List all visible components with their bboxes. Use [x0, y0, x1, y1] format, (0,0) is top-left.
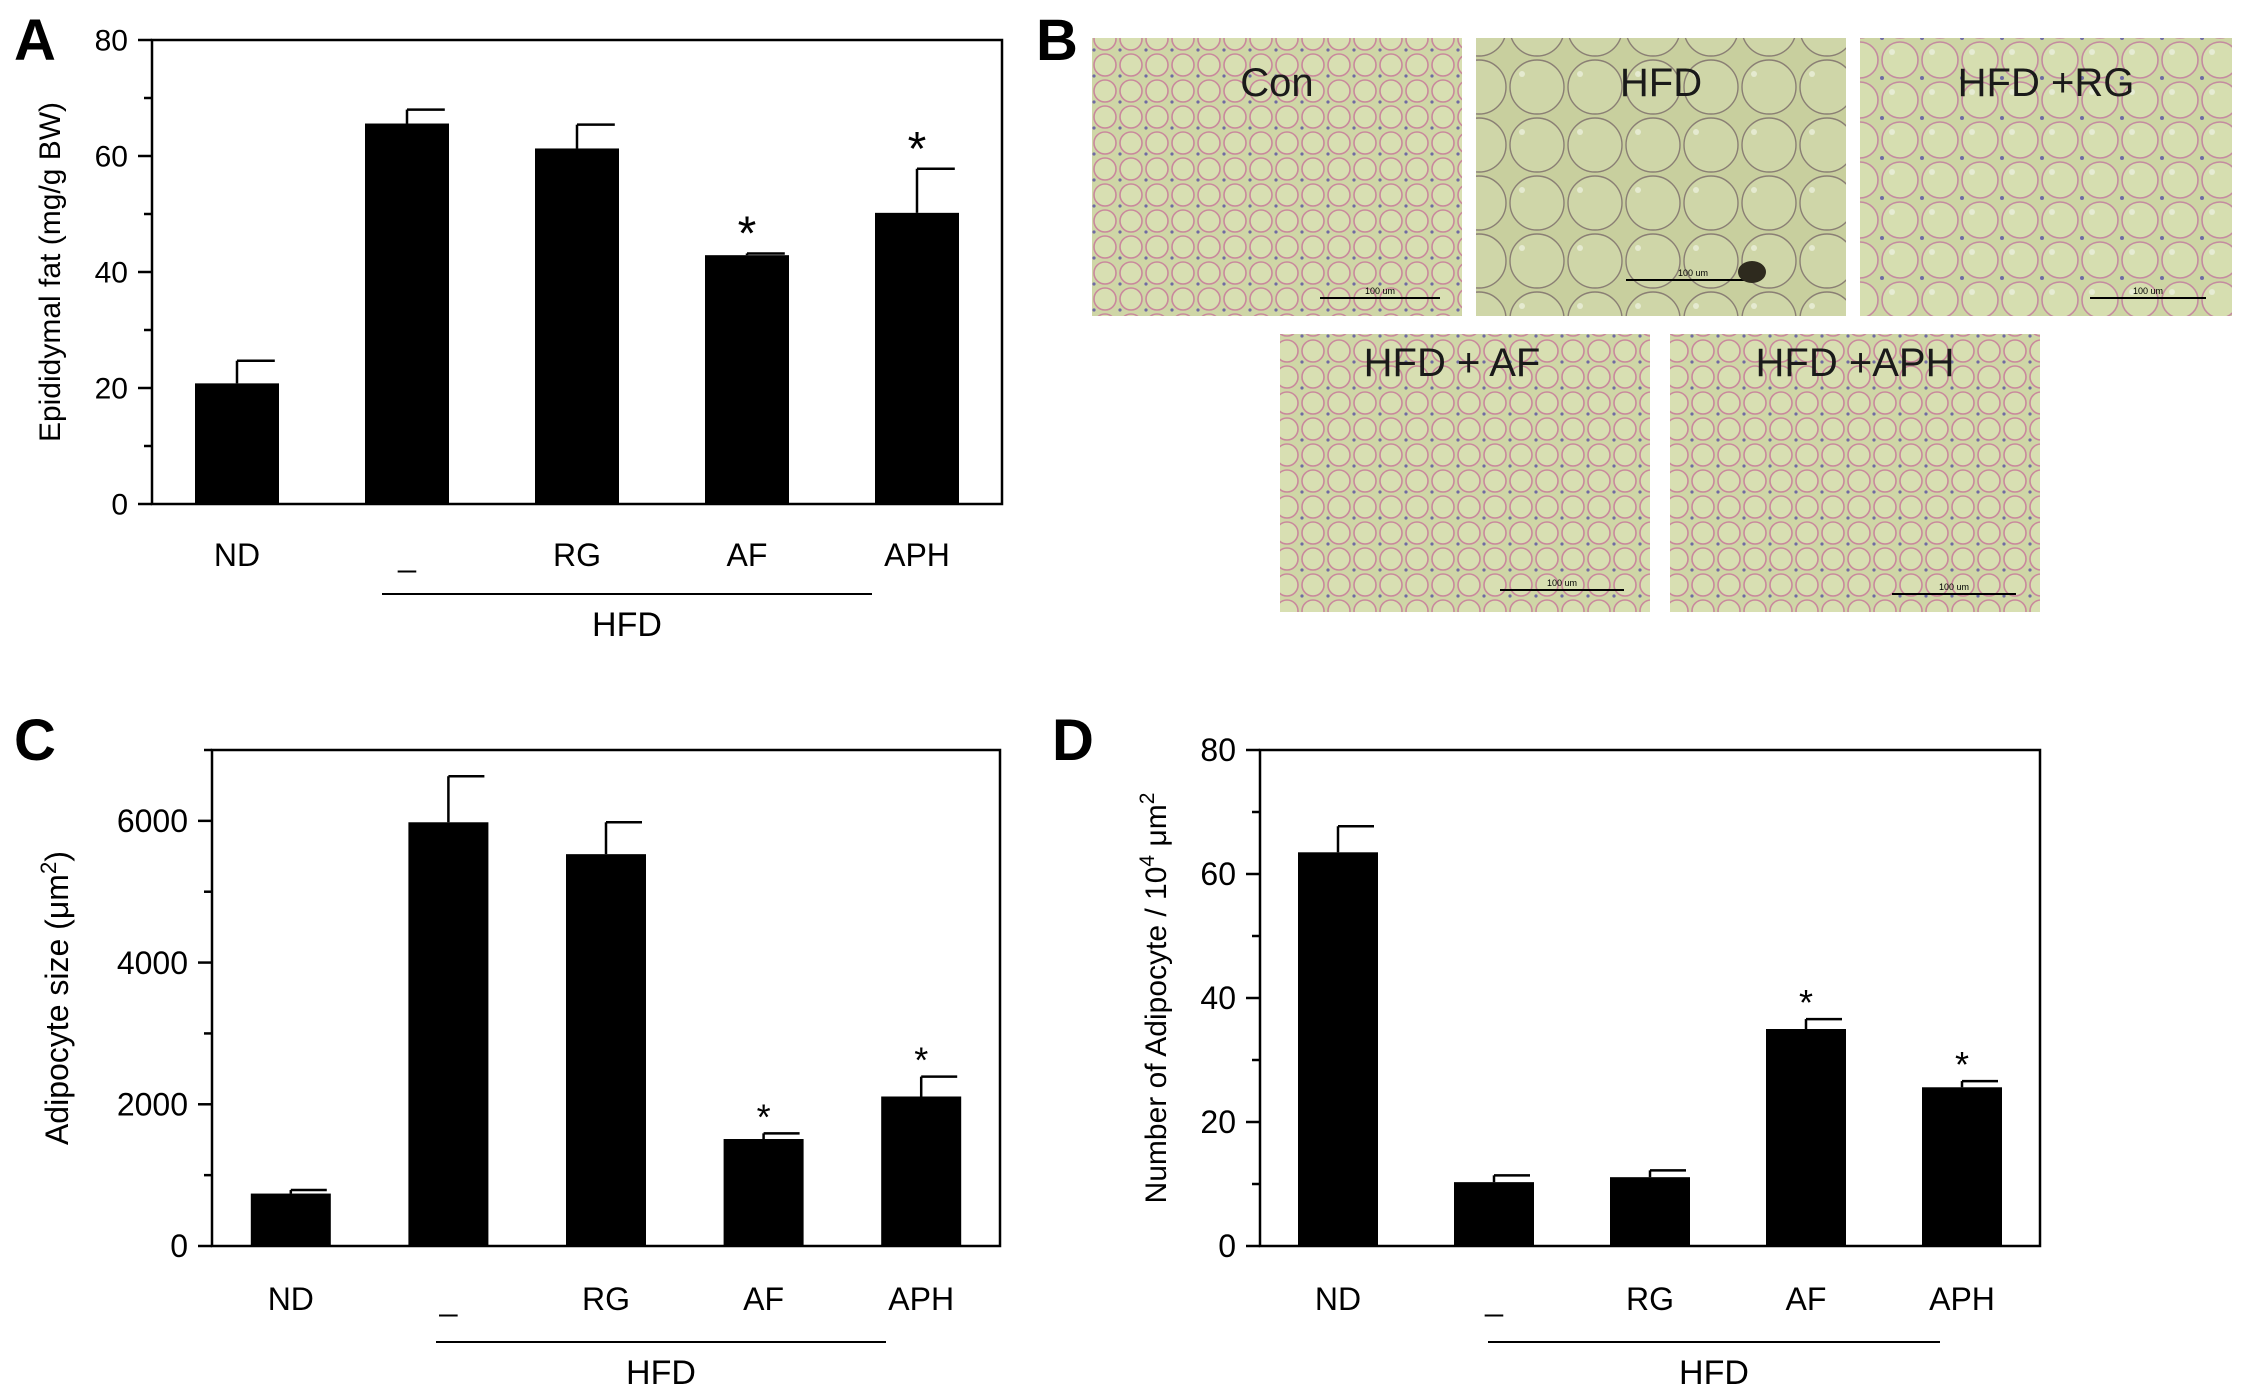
micrograph-hfd-aph: HFD +APH 100 um	[1670, 334, 2040, 612]
y-axis-label-text: μm	[1140, 804, 1173, 855]
significance-marker: *	[914, 1040, 928, 1081]
bar	[195, 383, 279, 504]
bar	[365, 123, 449, 505]
y-tick-label: 2000	[117, 1086, 188, 1122]
micrograph-label-hfd-af: HFD + AF	[1364, 341, 1541, 385]
y-tick-label: 0	[111, 489, 128, 522]
bar	[1298, 852, 1378, 1246]
scale-bar-text: 100 um	[1547, 578, 1577, 588]
bar	[535, 148, 619, 504]
bar	[250, 1193, 331, 1246]
category-label: RG	[553, 537, 601, 573]
bar	[1922, 1087, 2002, 1246]
significance-marker: *	[908, 123, 927, 176]
scale-bar-text: 100 um	[1365, 286, 1395, 296]
bar	[1610, 1177, 1690, 1246]
y-tick-label: 40	[1200, 980, 1236, 1016]
significance-marker: *	[1955, 1044, 1969, 1085]
bar	[1766, 1029, 1846, 1246]
panel-label-b: B	[1036, 8, 1078, 73]
micrograph-con: Con 100 um	[1092, 38, 1462, 316]
y-tick-label: 0	[170, 1228, 188, 1264]
bar	[408, 822, 489, 1246]
micrograph-label-hfd-rg: HFD +RG	[1958, 61, 2135, 105]
category-label: APH	[1929, 1281, 1995, 1317]
panel-label-a: A	[14, 8, 56, 73]
y-tick-label: 80	[95, 25, 128, 58]
category-label: AF	[727, 537, 768, 573]
chart-adipocyte-size: 0 2000 4000 6000 Adipocyte size (μm2) ND _ RG * A…	[36, 748, 1002, 1392]
y-tick-label: 6000	[117, 803, 188, 839]
category-label: _	[397, 537, 417, 573]
y-axis-label: Adipocyte size (μm2)	[36, 851, 75, 1145]
y-tick-label: 0	[1218, 1228, 1236, 1264]
y-axis-label-superscript: 4	[1136, 855, 1159, 867]
micrograph-hfd: HFD 100 um	[1476, 38, 1846, 316]
y-tick-label: 40	[95, 257, 128, 290]
significance-marker: *	[1799, 982, 1813, 1023]
bar	[566, 854, 646, 1246]
y-tick-label: 20	[95, 373, 128, 406]
category-label: _	[1484, 1281, 1504, 1317]
panel-label-d: D	[1052, 708, 1094, 773]
y-tick-label: 4000	[117, 945, 188, 981]
category-label: ND	[268, 1281, 314, 1317]
y-tick-label: 60	[95, 141, 128, 174]
category-label: ND	[214, 537, 260, 573]
category-label: APH	[884, 537, 950, 573]
micrograph-hfd-rg: HFD +RG 100 um	[1860, 38, 2232, 316]
y-axis-label-text: Adipocyte size (μm	[39, 874, 75, 1145]
micrograph-hfd-af: HFD + AF 100 um	[1280, 334, 1650, 612]
y-axis-label-text: )	[39, 851, 75, 862]
bar	[723, 1139, 804, 1246]
category-label: AF	[1786, 1281, 1827, 1317]
y-axis-label-superscript: 2	[36, 862, 61, 874]
category-label: _	[439, 1281, 459, 1317]
y-tick-label: 60	[1200, 856, 1236, 892]
category-label: ND	[1315, 1281, 1361, 1317]
micrograph-label-hfd: HFD	[1620, 61, 1702, 105]
group-label: HFD	[626, 1354, 696, 1392]
y-axis-label: Epididymal fat (mg/g BW)	[34, 102, 67, 442]
group-label: HFD	[1679, 1354, 1749, 1392]
y-tick-label: 20	[1200, 1104, 1236, 1140]
category-label: RG	[1626, 1281, 1674, 1317]
category-label: APH	[888, 1281, 954, 1317]
micrograph-label-hfd-aph: HFD +APH	[1756, 341, 1955, 385]
bar	[705, 255, 789, 504]
significance-marker: *	[738, 207, 757, 260]
y-axis-label: Number of Adipocyte / 104 μm2	[1136, 793, 1173, 1204]
category-label: AF	[743, 1281, 784, 1317]
chart-epididymal-fat: 0 20 40 60 80 Epididymal fat (mg/g BW) ND _ RG * A…	[34, 25, 1004, 644]
bar	[875, 212, 959, 504]
panel-label-c: C	[14, 708, 56, 773]
group-label: HFD	[592, 606, 662, 644]
chart-adipocyte-number: 0 20 40 60 80 Number of Adipocyte / 104 μm2 ND…	[1136, 732, 2042, 1392]
y-tick-label: 80	[1200, 732, 1236, 768]
scale-bar-text: 100 um	[1678, 268, 1708, 278]
y-axis-label-superscript: 2	[1136, 793, 1159, 805]
y-axis-label-text: Epididymal fat (mg/g BW)	[34, 102, 67, 442]
scale-bar-text: 100 um	[1939, 582, 1969, 592]
significance-marker: *	[757, 1096, 771, 1137]
bar	[1454, 1182, 1534, 1246]
micrograph-label-con: Con	[1240, 61, 1313, 105]
scale-bar-text: 100 um	[2133, 286, 2163, 296]
y-axis-label-text: Number of Adipocyte / 10	[1140, 867, 1173, 1204]
bar	[881, 1096, 962, 1246]
category-label: RG	[582, 1281, 630, 1317]
